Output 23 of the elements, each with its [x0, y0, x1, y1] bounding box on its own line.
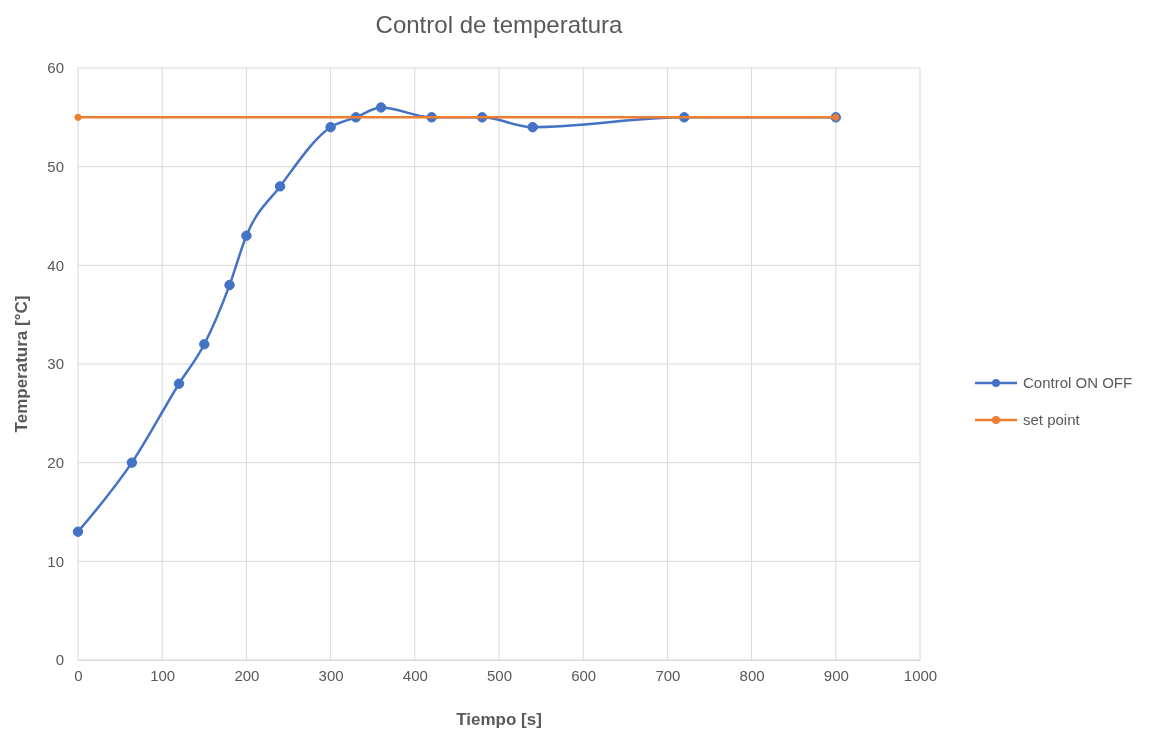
y-tick-label: 0 — [55, 651, 64, 669]
y-tick-label: 10 — [47, 552, 64, 570]
legend-label: set point — [1023, 411, 1081, 428]
x-tick-label: 900 — [823, 666, 849, 684]
y-tick-label: 20 — [47, 453, 64, 471]
x-tick-label: 200 — [234, 666, 260, 684]
y-tick-label: 50 — [47, 157, 64, 175]
y-tick-label: 30 — [47, 355, 64, 373]
x-tick-label: 300 — [318, 666, 344, 684]
x-tick-label: 400 — [402, 666, 428, 684]
x-tick-label: 100 — [150, 666, 176, 684]
x-axis-title: Tiempo [s] — [456, 710, 542, 729]
x-tick-label: 0 — [74, 666, 83, 684]
y-axis-title: Temperatura [°C] — [12, 295, 31, 433]
x-tick-label: 600 — [571, 666, 597, 684]
chart-title: Control de temperatura — [375, 11, 624, 38]
x-tick-label: 700 — [655, 666, 681, 684]
x-tick-label: 1000 — [903, 666, 938, 684]
legend-label: Control ON OFF — [1023, 374, 1133, 391]
y-tick-label: 60 — [47, 59, 64, 77]
y-tick-label: 40 — [47, 256, 64, 274]
x-tick-label: 800 — [739, 666, 765, 684]
x-tick-label: 500 — [486, 666, 513, 684]
